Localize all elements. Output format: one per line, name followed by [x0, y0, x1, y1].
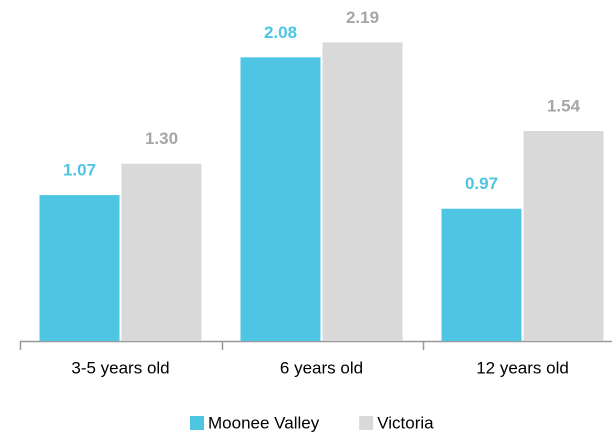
x-tick-label: 3-5 years old	[71, 358, 169, 377]
legend-label: Victoria	[377, 413, 434, 432]
value-label: 1.54	[547, 96, 581, 115]
bar	[121, 163, 202, 341]
legend-label: Moonee Valley	[208, 413, 320, 432]
value-label: 2.08	[264, 23, 297, 42]
legend-swatch	[359, 416, 374, 430]
value-label: 1.07	[63, 161, 96, 180]
bar	[523, 131, 604, 341]
legend-swatch	[190, 416, 204, 430]
x-tick-label: 6 years old	[280, 358, 363, 377]
x-tick-label: 12 years old	[476, 358, 569, 377]
value-label: 2.19	[346, 8, 379, 27]
bar	[441, 208, 522, 341]
bar	[322, 42, 403, 341]
bar	[240, 57, 321, 341]
bar	[39, 195, 120, 341]
value-label: 1.30	[145, 129, 178, 148]
value-label: 0.97	[465, 174, 498, 193]
